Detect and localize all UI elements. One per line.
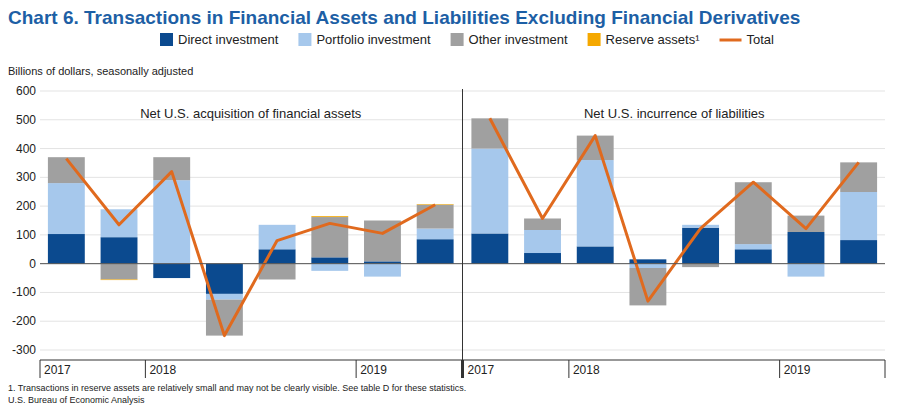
- bar: [311, 257, 348, 263]
- y-tick-label: 300: [16, 170, 36, 184]
- bar: [788, 264, 825, 277]
- footnote: 1. Transactions in reserve assets are re…: [8, 383, 466, 393]
- bar: [259, 224, 296, 225]
- x-tick: [145, 360, 146, 378]
- bar: [524, 253, 561, 264]
- legend-item: Other investment: [451, 32, 568, 47]
- bar: [840, 192, 877, 240]
- bar: [682, 264, 719, 267]
- x-tick-label: 2017: [468, 363, 495, 377]
- y-tick-label: -100: [12, 285, 36, 299]
- bar: [524, 230, 561, 253]
- bar: [417, 239, 454, 263]
- legend-label: Reserve assets¹: [606, 32, 701, 47]
- y-tick-label: 200: [16, 199, 36, 213]
- y-tick-label: 500: [16, 113, 36, 127]
- x-tick-label: 2017: [44, 363, 71, 377]
- legend-swatch: [298, 33, 311, 46]
- bar: [840, 240, 877, 264]
- source: U.S. Bureau of Economic Analysis: [8, 395, 145, 405]
- x-tick-label: 2018: [573, 363, 600, 377]
- bar: [577, 246, 614, 263]
- x-tick: [885, 360, 886, 378]
- legend-item: Portfolio investment: [298, 32, 431, 47]
- legend-label: Total: [747, 32, 775, 47]
- bar: [101, 264, 138, 280]
- subtitle: Billions of dollars, seasonally adjusted: [8, 65, 193, 77]
- panel-divider: [462, 89, 463, 378]
- total-line: [490, 118, 859, 301]
- bar: [735, 182, 772, 244]
- panel-title: Net U.S. incurrence of liabilities: [584, 106, 765, 121]
- bar: [48, 157, 85, 183]
- x-tick: [461, 360, 462, 378]
- legend-label: Portfolio investment: [316, 32, 431, 47]
- x-tick: [779, 360, 780, 378]
- total-line: [66, 159, 435, 336]
- y-tick-label: 600: [16, 84, 36, 98]
- chart: Chart 6. Transactions in Financial Asset…: [0, 0, 900, 408]
- bar: [417, 205, 454, 229]
- bar: [788, 232, 825, 264]
- bar: [153, 264, 190, 278]
- bar: [48, 157, 85, 158]
- bar: [311, 264, 348, 271]
- bar: [471, 233, 508, 263]
- bar: [206, 300, 243, 336]
- bar: [153, 157, 190, 180]
- bar: [471, 149, 508, 234]
- bar: [311, 216, 348, 218]
- bar: [735, 244, 772, 249]
- legend-label: Other investment: [469, 32, 568, 47]
- legend-item: Direct investment: [160, 32, 279, 47]
- y-tick-label: -300: [12, 343, 36, 357]
- bar: [153, 157, 190, 158]
- legend-swatch: [160, 33, 173, 46]
- bar: [524, 218, 561, 230]
- bar: [364, 220, 401, 221]
- bar: [101, 237, 138, 263]
- legend-swatch: [451, 33, 464, 46]
- bar: [101, 279, 138, 281]
- x-tick: [40, 360, 41, 378]
- y-tick-label: 0: [29, 257, 36, 271]
- x-tick: [356, 360, 357, 378]
- bar: [364, 264, 401, 277]
- x-tick-label: 2019: [784, 363, 811, 377]
- legend-swatch: [720, 39, 742, 42]
- y-tick-label: 400: [16, 142, 36, 156]
- legend-item: Reserve assets¹: [588, 32, 701, 47]
- x-tick-label: 2019: [360, 363, 387, 377]
- bar: [153, 180, 190, 263]
- bar: [206, 264, 243, 294]
- y-tick-label: -200: [12, 314, 36, 328]
- x-axis: [40, 360, 885, 361]
- x-tick: [568, 360, 569, 378]
- x-tick: [463, 360, 464, 378]
- bar: [48, 234, 85, 264]
- bar: [735, 249, 772, 263]
- y-tick-label: 100: [16, 228, 36, 242]
- bar: [48, 183, 85, 234]
- legend-swatch: [588, 33, 601, 46]
- title: Chart 6. Transactions in Financial Asset…: [8, 7, 800, 28]
- x-tick-label: 2018: [149, 363, 176, 377]
- panel-title: Net U.S. acquisition of financial assets: [140, 106, 362, 121]
- legend-label: Direct investment: [178, 32, 279, 47]
- bar: [417, 229, 454, 240]
- legend-item: Total: [720, 32, 775, 47]
